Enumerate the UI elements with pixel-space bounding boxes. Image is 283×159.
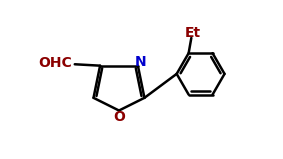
- Text: O: O: [113, 110, 125, 124]
- Text: Et: Et: [185, 26, 201, 40]
- Text: N: N: [134, 55, 146, 69]
- Text: OHC: OHC: [39, 56, 72, 70]
